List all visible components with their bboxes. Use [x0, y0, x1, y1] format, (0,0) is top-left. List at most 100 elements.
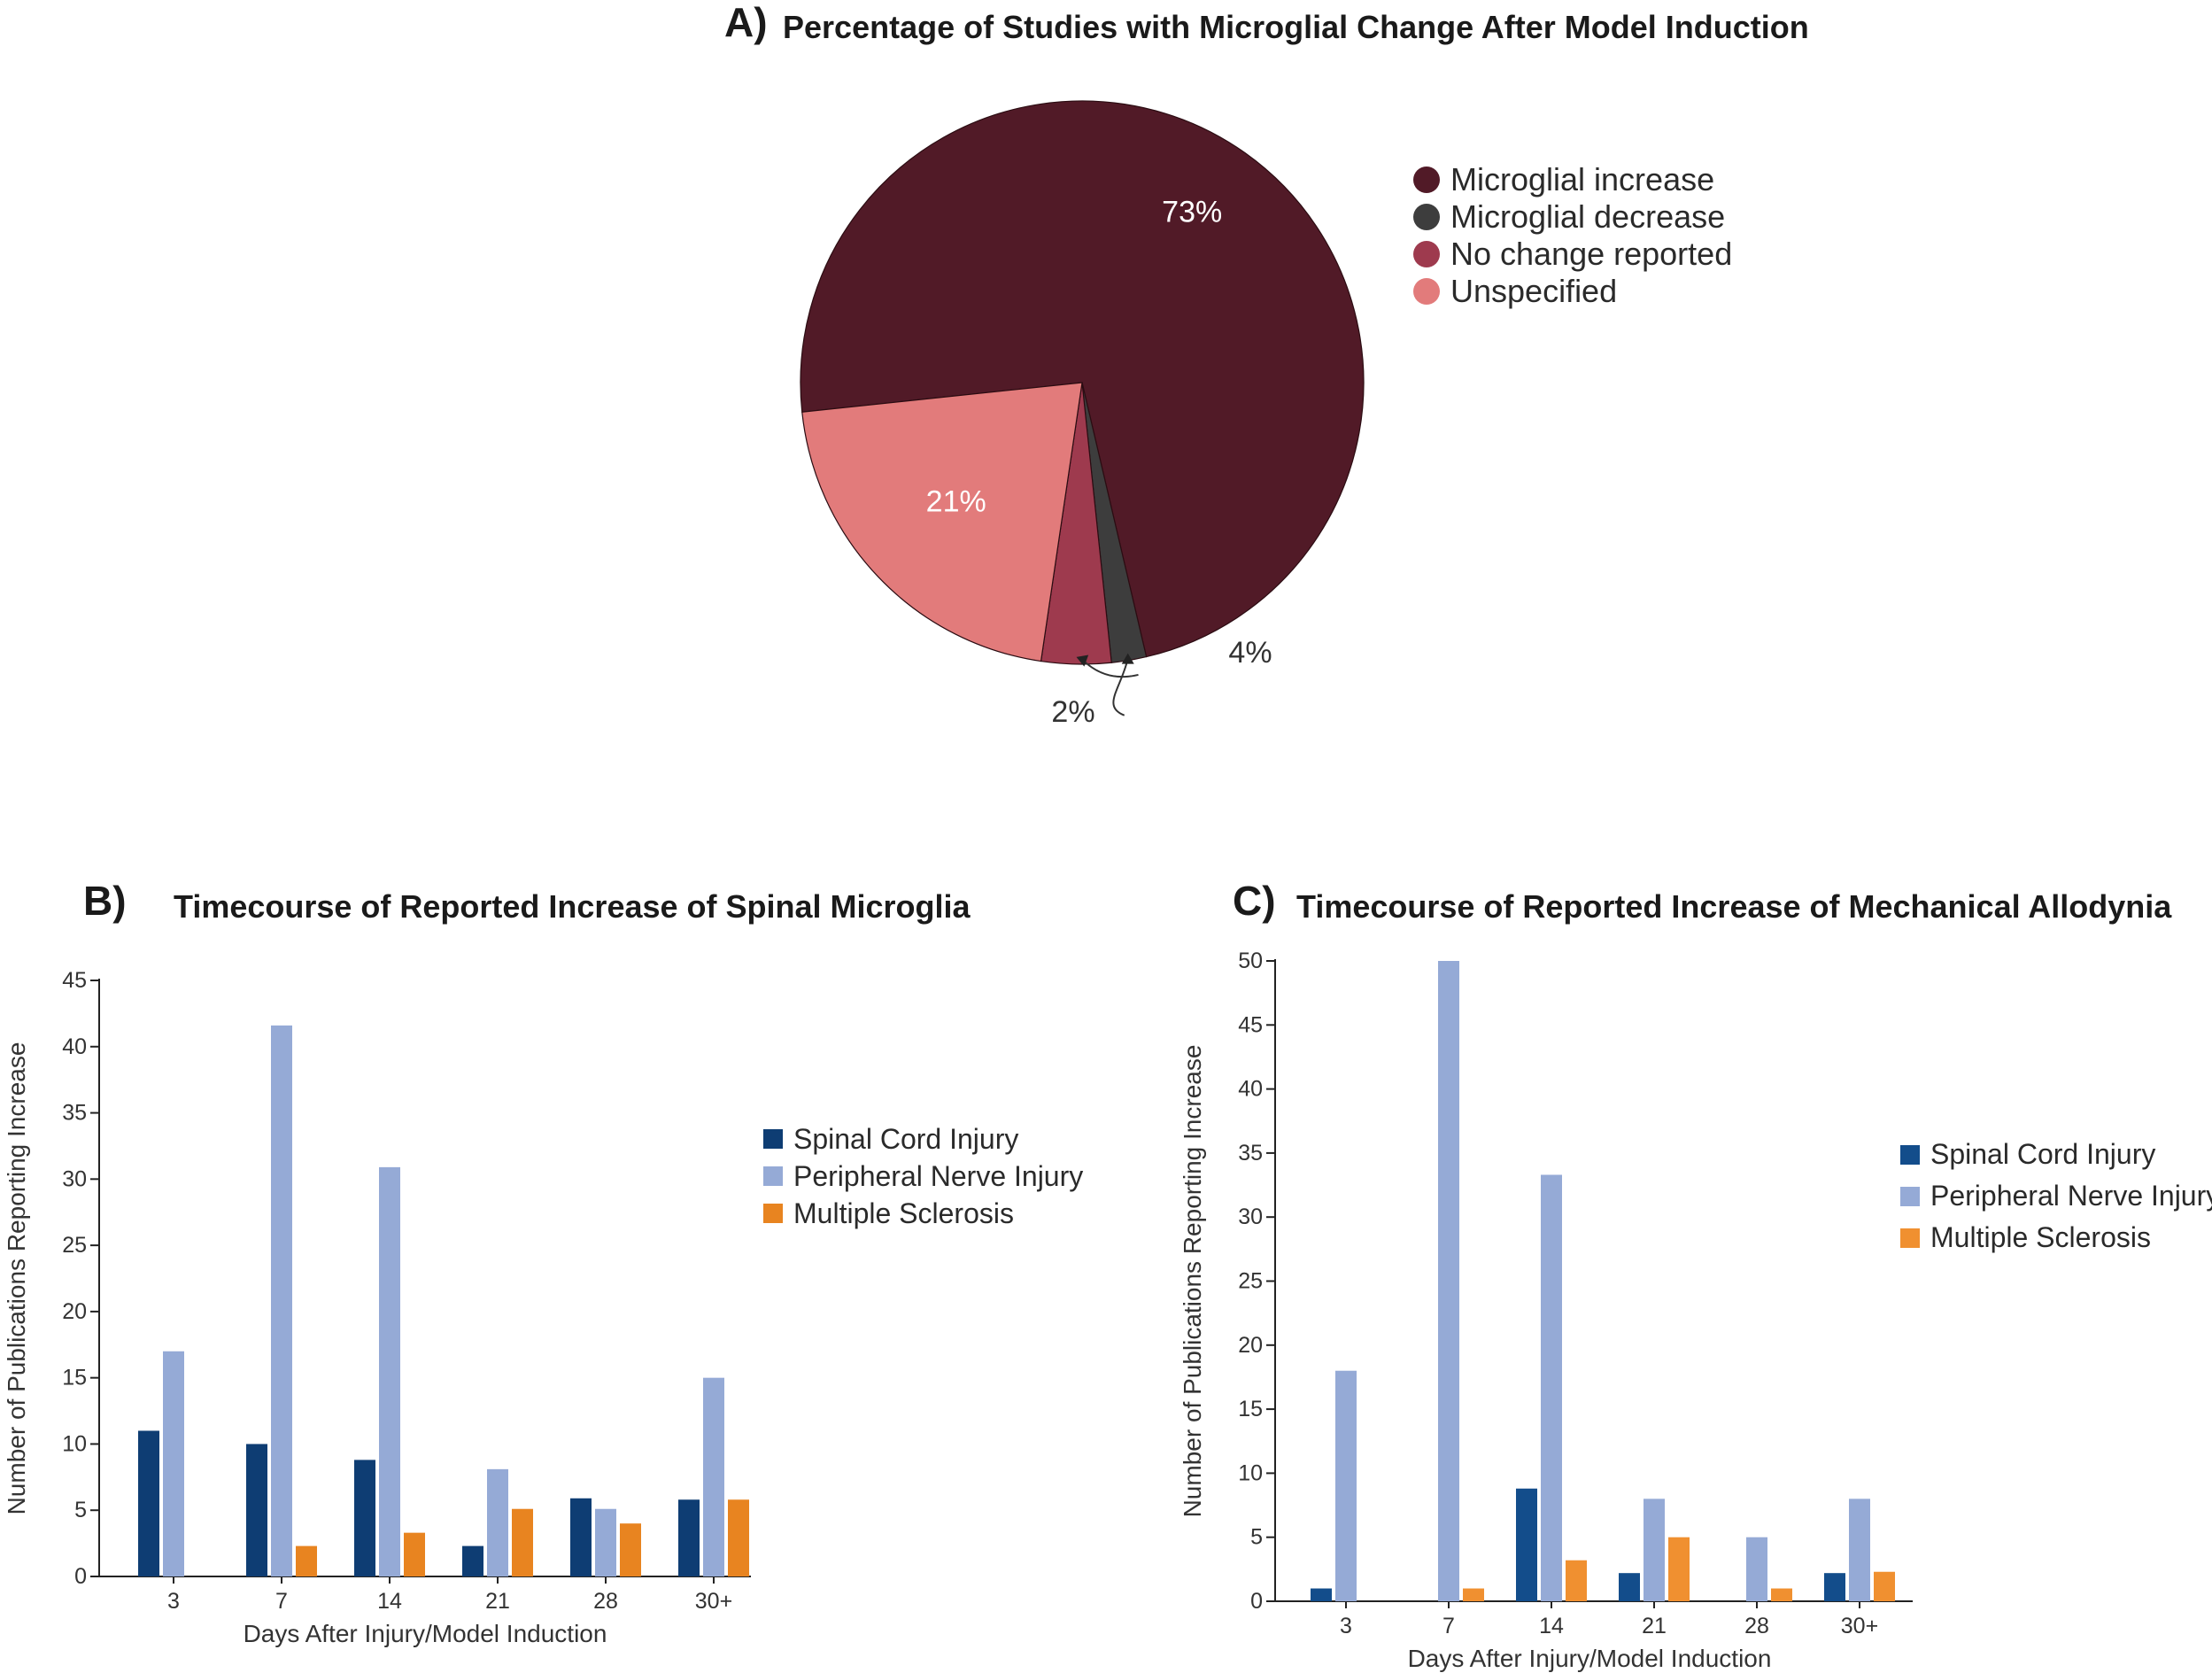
- x-tick-label: 14: [1539, 1614, 1564, 1638]
- y-tick-label: 35: [1238, 1141, 1263, 1166]
- x-tick-label: 3: [1340, 1614, 1352, 1638]
- y-tick-label: 20: [1238, 1333, 1263, 1358]
- bar-b-legend-label: Peripheral Nerve Injury: [793, 1159, 1084, 1192]
- pie-legend-label: Microglial decrease: [1450, 198, 1726, 235]
- x-tick-label: 30+: [695, 1589, 732, 1614]
- y-tick-label: 30: [62, 1166, 87, 1191]
- y-tick-label: 25: [1238, 1269, 1263, 1294]
- bar-c-legend-label: Peripheral Nerve Injury: [1930, 1180, 2212, 1212]
- x-axis-label: Days After Injury/Model Induction: [1408, 1645, 1772, 1672]
- panel-b-title: Timecourse of Reported Increase of Spina…: [174, 888, 971, 925]
- bar-multiple-sclerosis: [620, 1523, 641, 1576]
- pie-legend-item-decrease: Microglial decrease: [1413, 198, 1732, 236]
- y-tick-label: 15: [1238, 1397, 1263, 1421]
- bar-multiple-sclerosis: [404, 1532, 425, 1576]
- y-tick-label: 25: [62, 1233, 87, 1258]
- pie-legend-item-no-change: No change reported: [1413, 236, 1732, 273]
- bar-peripheral-nerve-injury: [1746, 1537, 1767, 1601]
- y-tick-label: 0: [1250, 1589, 1263, 1614]
- pie-annotation-arrow: [1082, 660, 1139, 678]
- x-tick-label: 14: [377, 1589, 402, 1614]
- bar-peripheral-nerve-injury: [1849, 1499, 1870, 1601]
- bar-peripheral-nerve-injury: [1335, 1370, 1357, 1601]
- bar-chart-b: 0 5 10 15 20 25 30 35 40 45 3 7 14 21 28 30+ Days After …: [3, 968, 751, 1647]
- x-tick-label: 21: [1642, 1614, 1667, 1638]
- y-tick-label: 0: [74, 1564, 87, 1589]
- pie-annotation-arrowhead: [1076, 654, 1089, 667]
- panel-b-letter: B): [83, 878, 127, 924]
- y-tick-label: 10: [62, 1431, 87, 1456]
- bar-multiple-sclerosis: [1463, 1588, 1484, 1601]
- y-axis-label: Number of Publications Reporting Increas…: [1179, 1045, 1206, 1518]
- panel-c-letter: C): [1233, 878, 1276, 924]
- pie-legend-label: No change reported: [1450, 236, 1733, 272]
- bar-spinal-cord-injury: [246, 1444, 267, 1576]
- bar-peripheral-nerve-injury: [1541, 1174, 1562, 1601]
- x-tick-label: 7: [275, 1589, 288, 1614]
- bar-chart-c: 0 5 10 15 20 25 30 35 40 45 50 3 7 14 21 28 30+ Days Afte…: [1179, 949, 1913, 1672]
- pie-slice-label: 4%: [1228, 636, 1272, 670]
- y-tick-label: 30: [1238, 1204, 1263, 1229]
- pie-slice-label: 21%: [926, 484, 986, 518]
- panel-a-letter: A): [724, 0, 768, 45]
- bar-c-legend-label: Spinal Cord Injury: [1930, 1138, 2156, 1170]
- bar-peripheral-nerve-injury: [1438, 961, 1459, 1601]
- bar-c-legend-item: Peripheral Nerve Injury: [1900, 1175, 2212, 1217]
- bar-peripheral-nerve-injury: [1644, 1499, 1665, 1601]
- bar-spinal-cord-injury: [678, 1499, 700, 1576]
- pie-chart: 73% 21% 2% 4%: [800, 100, 1365, 729]
- bar-multiple-sclerosis: [1668, 1537, 1690, 1601]
- bar-spinal-cord-injury: [1311, 1588, 1332, 1601]
- pie-legend-item-unspecified: Unspecified: [1413, 273, 1732, 310]
- bar-c-legend-item: Spinal Cord Injury: [1900, 1134, 2212, 1175]
- bar-c-legend-swatch: [1900, 1186, 1920, 1206]
- x-tick-label: 30+: [1841, 1614, 1878, 1638]
- y-axis-label: Number of Publications Reporting Increas…: [3, 1042, 30, 1515]
- bar-peripheral-nerve-injury: [379, 1166, 400, 1576]
- pie-annotation-arrow: [1112, 658, 1129, 716]
- bar-b-legend-swatch: [763, 1129, 783, 1149]
- pie-legend-item-increase: Microglial increase: [1413, 161, 1732, 198]
- bar-c-legend-swatch: [1900, 1144, 1920, 1165]
- y-tick-label: 45: [1238, 1012, 1263, 1037]
- bar-spinal-cord-injury: [138, 1430, 159, 1576]
- bar-multiple-sclerosis: [1566, 1560, 1587, 1601]
- bar-spinal-cord-injury: [354, 1460, 375, 1576]
- pie-legend-swatch: [1413, 167, 1440, 193]
- bar-multiple-sclerosis: [728, 1499, 749, 1576]
- y-tick-label: 20: [62, 1299, 87, 1324]
- y-tick-label: 40: [1238, 1077, 1263, 1102]
- bar-b-legend-item: Peripheral Nerve Injury: [763, 1158, 1083, 1195]
- bar-c-legend-swatch: [1900, 1228, 1920, 1248]
- bar-c-legend: Spinal Cord Injury Peripheral Nerve Inju…: [1900, 1134, 2212, 1259]
- bar-multiple-sclerosis: [1771, 1588, 1792, 1601]
- x-tick-label: 28: [593, 1589, 618, 1614]
- bar-c-legend-item: Multiple Sclerosis: [1900, 1217, 2212, 1259]
- panel-c-title: Timecourse of Reported Increase of Mecha…: [1296, 888, 2172, 925]
- pie-legend-swatch: [1413, 204, 1440, 230]
- pie-annotation-arrowhead: [1121, 653, 1134, 664]
- pie-legend-swatch: [1413, 241, 1440, 267]
- y-tick-label: 50: [1238, 949, 1263, 973]
- pie-slice-label: 2%: [1051, 695, 1094, 729]
- y-tick-label: 45: [62, 968, 87, 993]
- bar-multiple-sclerosis: [512, 1508, 533, 1576]
- bar-peripheral-nerve-injury: [595, 1508, 616, 1576]
- bar-b-legend-item: Spinal Cord Injury: [763, 1120, 1083, 1158]
- pie-legend-label: Unspecified: [1450, 273, 1618, 309]
- bar-b-legend: Spinal Cord Injury Peripheral Nerve Inju…: [763, 1120, 1083, 1232]
- y-tick-label: 5: [1250, 1525, 1263, 1550]
- bar-peripheral-nerve-injury: [271, 1025, 292, 1576]
- bar-b-legend-label: Spinal Cord Injury: [793, 1122, 1019, 1155]
- bar-b-legend-item: Multiple Sclerosis: [763, 1195, 1083, 1232]
- x-tick-label: 3: [167, 1589, 180, 1614]
- bar-peripheral-nerve-injury: [703, 1377, 724, 1576]
- bar-spinal-cord-injury: [1824, 1573, 1845, 1601]
- x-tick-label: 21: [485, 1589, 510, 1614]
- pie-slice-label: 73%: [1162, 195, 1222, 228]
- bar-multiple-sclerosis: [1874, 1571, 1895, 1601]
- bar-peripheral-nerve-injury: [163, 1351, 184, 1576]
- x-axis-label: Days After Injury/Model Induction: [244, 1620, 607, 1647]
- bar-spinal-cord-injury: [1619, 1573, 1640, 1601]
- pie-legend-swatch: [1413, 278, 1440, 305]
